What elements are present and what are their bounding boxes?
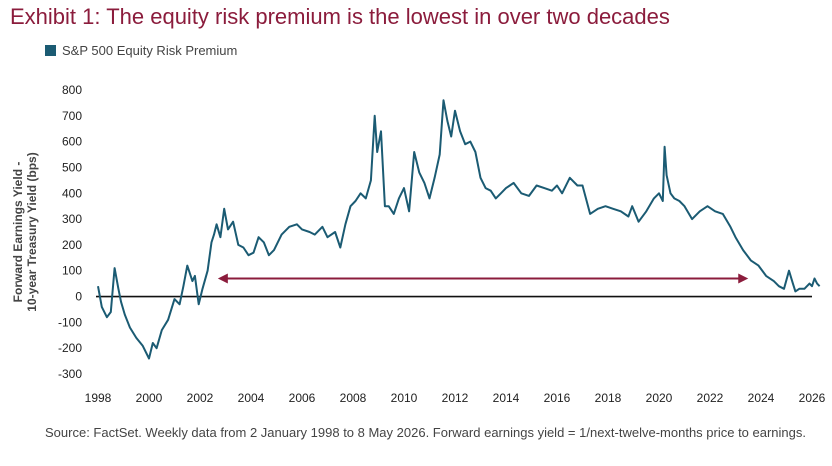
x-tick-label: 2012: [442, 391, 469, 405]
y-tick-label: 500: [62, 160, 82, 174]
y-tick-label: 100: [62, 264, 82, 278]
y-axis-title: Forward Earnings Yield -10-year Treasury…: [11, 152, 39, 311]
y-axis: -300 -200 -100 0 100 200 300 400 500 600 700 800: [58, 83, 82, 381]
x-axis: 1998 2000 2002 2004 2006 2008 2010 2012 2014 2016…: [85, 391, 826, 405]
y-tick-label: -300: [58, 367, 82, 381]
x-tick-label: 2024: [748, 391, 775, 405]
x-tick-label: 2004: [238, 391, 265, 405]
annotations: [217, 273, 749, 284]
x-tick-label: 2020: [646, 391, 673, 405]
x-tick-label: 2006: [289, 391, 316, 405]
x-tick-label: 2026: [799, 391, 826, 405]
x-tick-label: 2002: [187, 391, 214, 405]
arrow-head-left: [217, 273, 228, 284]
y-tick-label: 200: [62, 238, 82, 252]
source-note: Source: FactSet. Weekly data from 2 Janu…: [45, 425, 807, 440]
legend-label: S&P 500 Equity Risk Premium: [62, 43, 238, 58]
x-tick-label: 2014: [493, 391, 520, 405]
x-tick-label: 2022: [697, 391, 724, 405]
y-axis-label: Forward Earnings Yield -10-year Treasury…: [11, 152, 39, 311]
series: [96, 99, 821, 360]
x-tick-label: 2008: [340, 391, 367, 405]
y-tick-label: 400: [62, 186, 82, 200]
y-tick-label: 600: [62, 135, 82, 149]
x-tick-label: 2016: [544, 391, 571, 405]
y-tick-label: 0: [75, 290, 82, 304]
y-tick-label: -100: [58, 315, 82, 329]
legend-swatch: [45, 45, 56, 56]
y-tick-label: 300: [62, 212, 82, 226]
arrow-head-right: [738, 273, 749, 284]
y-tick-label: -200: [58, 341, 82, 355]
x-tick-label: 1998: [85, 391, 112, 405]
y-tick-label: 800: [62, 83, 82, 97]
legend: S&P 500 Equity Risk Premium: [45, 43, 237, 58]
page-title: Exhibit 1: The equity risk premium is th…: [10, 4, 670, 29]
series-line-equity-risk-premium: [97, 99, 821, 360]
x-tick-label: 2000: [136, 391, 163, 405]
x-tick-label: 2018: [595, 391, 622, 405]
y-tick-label: 700: [62, 109, 82, 123]
x-tick-label: 2010: [391, 391, 418, 405]
